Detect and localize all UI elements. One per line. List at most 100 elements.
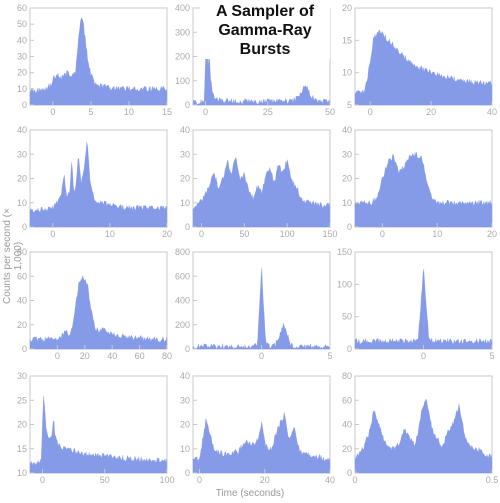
y-tick-label: 20 <box>342 3 352 13</box>
y-tick-label: 80 <box>342 371 352 381</box>
x-tick-label: 15 <box>162 107 172 117</box>
x-tick-label: 5 <box>489 351 494 361</box>
chart-title-line-3: Bursts <box>239 41 291 58</box>
x-tick-label: 5 <box>327 351 332 361</box>
y-tick-label: 60 <box>17 3 27 13</box>
y-tick-label: 30 <box>17 149 27 159</box>
x-tick-label: 0 <box>368 107 373 117</box>
y-tick-label: 200 <box>175 320 190 330</box>
y-tick-label: 50 <box>17 19 27 29</box>
x-tick-label: 20 <box>487 229 497 239</box>
burst-plot-4: 0 10 20 30 40 0 10 20 <box>17 125 172 239</box>
x-tick-label: 40 <box>487 107 497 117</box>
y-tick-label: 60 <box>342 395 352 405</box>
x-tick-label: 20 <box>80 351 90 361</box>
x-tick-label: 40 <box>107 351 117 361</box>
x-tick-label: 0 <box>203 107 208 117</box>
y-tick-label: 100 <box>175 76 190 86</box>
x-tick-label: 20 <box>426 107 436 117</box>
y-tick-label: 10 <box>17 84 27 94</box>
y-tick-label: 50 <box>342 312 352 322</box>
y-tick-label: 0 <box>185 222 190 232</box>
burst-plot-9: 0 50 100 150 0 5 <box>337 247 495 361</box>
y-tick-label: 400 <box>175 296 190 306</box>
y-tick-label: 0 <box>347 222 352 232</box>
y-tick-label: 20 <box>17 420 27 430</box>
light-curve-area <box>29 17 168 106</box>
x-tick-label: 10 <box>105 229 115 239</box>
light-curve-area <box>354 398 493 474</box>
light-curve-area <box>29 275 168 350</box>
x-tick-label: 0 <box>50 107 55 117</box>
x-tick-label: 40 <box>325 475 335 485</box>
x-tick-label: 20 <box>162 229 172 239</box>
x-tick-label: 0 <box>50 229 55 239</box>
y-tick-label: 20 <box>17 174 27 184</box>
x-tick-label: 50 <box>100 475 110 485</box>
y-tick-label: 15 <box>342 35 352 45</box>
x-tick-label: 0 <box>421 351 426 361</box>
y-tick-label: 0 <box>185 100 190 110</box>
chart-title: A Sampler of Gamma-Ray Bursts <box>200 2 330 59</box>
x-tick-label: 100 <box>280 229 295 239</box>
y-tick-label: 0 <box>347 468 352 478</box>
y-tick-label: 10 <box>180 444 190 454</box>
y-tick-label: 40 <box>17 125 27 135</box>
y-tick-label: 40 <box>17 35 27 45</box>
y-tick-label: 30 <box>17 371 27 381</box>
x-tick-label: 0.5 <box>486 475 499 485</box>
light-curve-area <box>192 157 331 228</box>
y-tick-label: 0 <box>347 344 352 354</box>
y-tick-label: 40 <box>180 125 190 135</box>
y-tick-label: 0 <box>185 468 190 478</box>
y-tick-label: 20 <box>17 320 27 330</box>
burst-plot-8: 0 200 400 600 800 0 5 <box>175 247 333 361</box>
y-tick-label: 40 <box>342 420 352 430</box>
x-tick-label: 0 <box>199 229 204 239</box>
x-tick-label: 25 <box>263 107 273 117</box>
y-tick-label: 10 <box>180 198 190 208</box>
x-tick-label: 0 <box>40 475 45 485</box>
x-tick-label: 50 <box>239 229 249 239</box>
y-tick-label: 600 <box>175 271 190 281</box>
burst-plot-7: 0 20 40 60 80 0 20 40 60 80 <box>17 247 172 361</box>
burst-plot-10: 10 15 20 25 30 0 50 100 <box>17 371 175 485</box>
x-tick-label: 50 <box>325 107 335 117</box>
light-curve-area <box>29 396 168 474</box>
y-tick-label: 400 <box>175 3 190 13</box>
y-tick-label: 0 <box>185 344 190 354</box>
light-curve-area <box>29 141 168 228</box>
y-tick-label: 10 <box>17 198 27 208</box>
y-tick-label: 300 <box>175 27 190 37</box>
burst-plot-3: 5 10 15 20 0 20 40 <box>342 3 497 117</box>
y-tick-label: 150 <box>337 247 352 257</box>
burst-plot-5: 0 10 20 30 40 0 50 100 150 <box>180 125 338 239</box>
burst-plot-12: 0 20 40 60 80 0 0.5 <box>342 371 498 485</box>
y-tick-label: 20 <box>342 444 352 454</box>
burst-plot-11: 0 10 20 30 40 0 20 40 <box>180 371 335 485</box>
x-tick-label: 0 <box>55 351 60 361</box>
x-tick-label: 0 <box>380 229 385 239</box>
light-curve-area <box>354 268 493 350</box>
chart-title-line-1: A Sampler of <box>215 3 315 20</box>
y-tick-label: 5 <box>347 100 352 110</box>
x-tick-label: 60 <box>135 351 145 361</box>
x-tick-label: 100 <box>159 475 174 485</box>
y-tick-label: 10 <box>342 68 352 78</box>
y-tick-label: 80 <box>17 247 27 257</box>
y-tick-label: 100 <box>337 279 352 289</box>
y-tick-label: 15 <box>17 444 27 454</box>
y-tick-label: 30 <box>342 149 352 159</box>
light-curve-area <box>192 412 331 474</box>
light-curve-area <box>354 151 493 228</box>
y-tick-label: 60 <box>17 271 27 281</box>
y-tick-label: 0 <box>22 222 27 232</box>
y-tick-label: 20 <box>342 174 352 184</box>
chart-title-line-2: Gamma-Ray <box>218 22 312 39</box>
y-tick-label: 0 <box>22 100 27 110</box>
y-tick-label: 0 <box>22 344 27 354</box>
y-tick-label: 30 <box>180 395 190 405</box>
x-axis-label: Time (seconds) <box>215 488 285 499</box>
light-curve-area <box>192 267 331 350</box>
